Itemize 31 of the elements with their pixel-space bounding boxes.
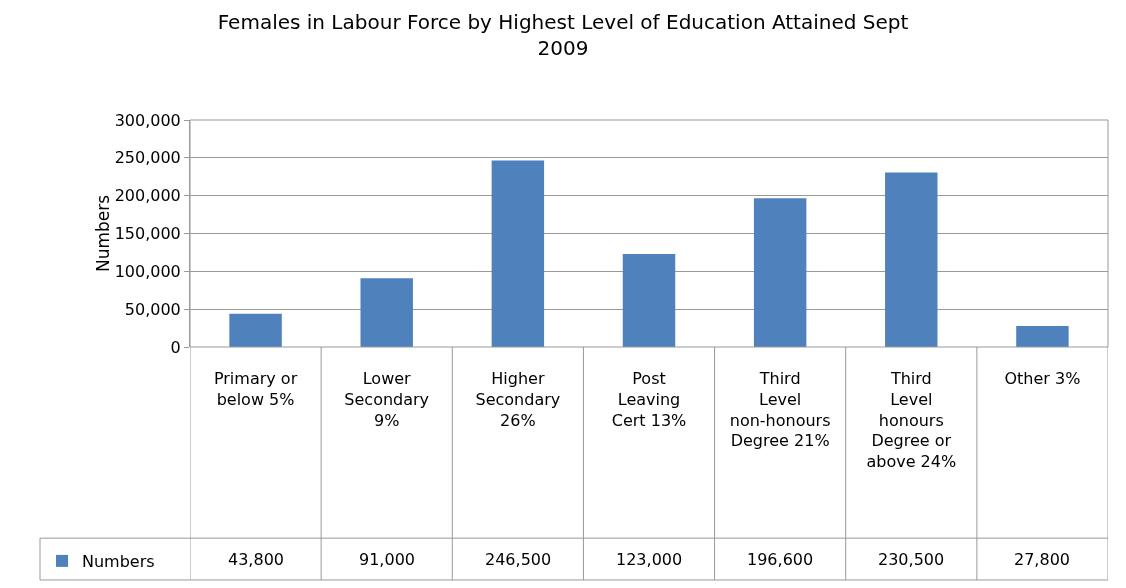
data-label: 196,600	[747, 550, 814, 569]
y-axis-title: Numbers	[92, 194, 113, 273]
x-tick-label: Post Leaving Cert 13%	[611, 369, 687, 430]
data-label: 123,000	[616, 550, 683, 569]
data-label: 91,000	[359, 550, 415, 569]
x-tick-label: Primary or below 5%	[213, 369, 298, 409]
x-tick-label: Other 3%	[1004, 369, 1081, 388]
bar	[229, 313, 282, 347]
bar	[491, 160, 545, 347]
x-tick-label: Lower Secondary 9%	[344, 369, 430, 430]
bar	[885, 172, 938, 347]
y-tick-label: 0	[170, 337, 181, 357]
chart-title: Females in Labour Force by Highest Level of Education Attained Sept 2009	[217, 10, 909, 61]
y-tick-label: 150,000	[114, 224, 181, 244]
bar	[1016, 325, 1069, 347]
data-label: 230,500	[878, 550, 945, 569]
bar	[753, 198, 807, 347]
data-label: 43,800	[228, 550, 284, 569]
y-tick-label: 250,000	[114, 148, 181, 168]
data-label: 246,500	[485, 550, 552, 569]
y-tick-label: 300,000	[114, 110, 181, 130]
y-tick-label: 100,000	[114, 261, 181, 281]
x-tick-label: Third Level non-honours Degree 21%	[729, 369, 831, 451]
x-tick-label: Higher Secondary 26%	[475, 369, 561, 430]
legend-label: Numbers	[82, 552, 155, 572]
y-tick-label: 50,000	[124, 299, 181, 319]
data-label: 27,800	[1014, 550, 1070, 569]
x-tick-label: Third Level honours Degree or above 24%	[866, 369, 957, 472]
bar	[622, 253, 676, 347]
bar	[360, 278, 413, 347]
y-tick-label: 200,000	[114, 186, 181, 206]
